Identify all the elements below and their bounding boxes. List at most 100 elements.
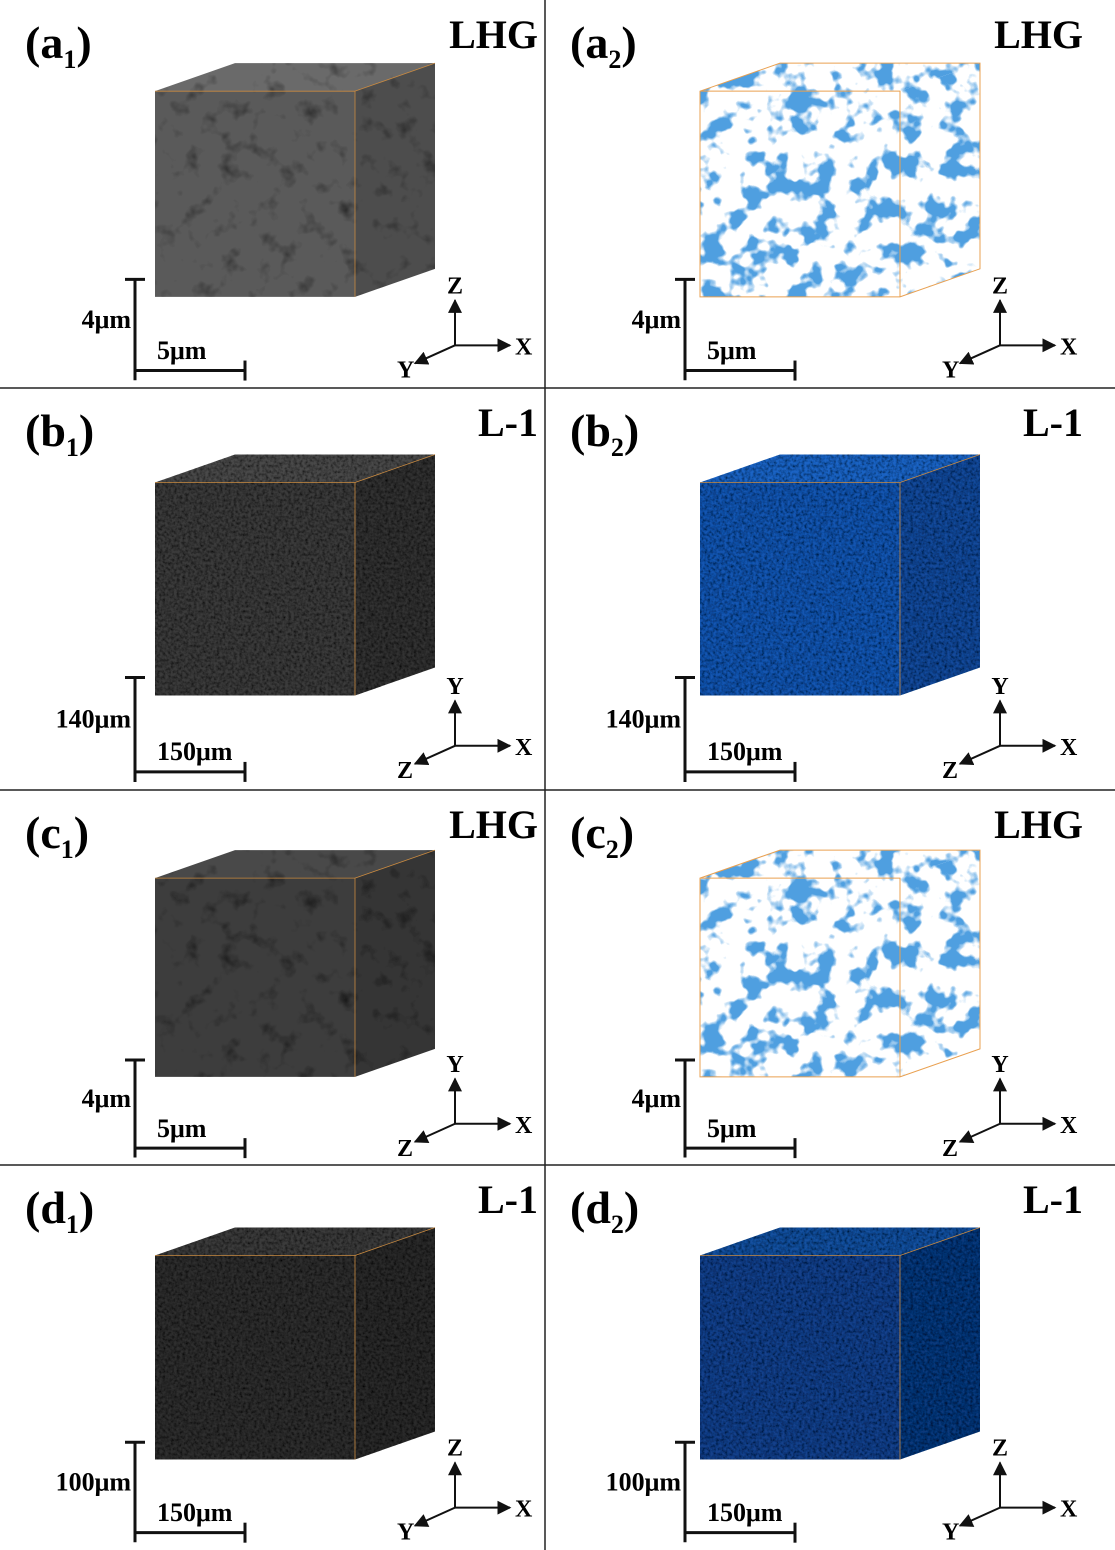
panel-label-letter: (a: [570, 17, 608, 68]
panel-label-close: ): [76, 17, 91, 68]
sample-name: L-1: [478, 400, 538, 445]
panel: (a2)LHG4μm5μmZXY: [570, 12, 1083, 383]
axis-label: Y: [942, 357, 959, 383]
panel-label-subscript: 1: [63, 45, 76, 74]
axis-label: X: [1060, 735, 1078, 761]
panel-label: (b1): [25, 405, 94, 462]
axis-label: Y: [446, 674, 463, 700]
panel-label-close: ): [619, 807, 634, 858]
panel-label: (a1): [25, 17, 92, 74]
cube-face: [700, 878, 900, 1077]
axis-label: X: [515, 334, 533, 360]
axis-label: Y: [446, 1052, 463, 1078]
cube-face: [355, 850, 435, 1077]
scale-label: 140μm: [56, 705, 132, 734]
cube-face: [155, 482, 355, 695]
scale-label: 5μm: [707, 1114, 757, 1143]
panel-label-subscript: 1: [66, 1210, 79, 1239]
panel: (c1)LHG4μm5μmYXZ: [25, 802, 538, 1162]
cube: [155, 1227, 435, 1459]
panel-label-letter: (b: [570, 405, 611, 456]
axis-arrow: [415, 345, 455, 363]
cube-face: [700, 482, 900, 695]
scale-label: 100μm: [56, 1467, 132, 1496]
cube: [155, 454, 435, 695]
panel: (b2) L-1 140μm 150μm Y X Z: [570, 400, 1083, 784]
scale-label: 150μm: [707, 1498, 783, 1527]
panel-label-close: ): [79, 405, 94, 456]
cube-face: [900, 850, 980, 1077]
axis-label: X: [515, 1113, 533, 1139]
panel-label-close: ): [621, 17, 636, 68]
axis-arrow: [960, 345, 1000, 363]
panel-label: (d1): [25, 1182, 94, 1239]
panel-label: (c2): [570, 807, 634, 864]
cube: [155, 850, 435, 1077]
sample-name: LHG: [449, 12, 538, 57]
scale-label: 4μm: [82, 1084, 132, 1113]
sample-name: LHG: [994, 12, 1083, 57]
scale-label: 4μm: [632, 1084, 682, 1113]
axis-label: Y: [397, 357, 414, 383]
cube: [700, 63, 980, 297]
panel-label-subscript: 2: [606, 835, 619, 864]
panel-label-subscript: 2: [611, 1210, 624, 1239]
axis-label: Z: [397, 758, 413, 784]
axis-arrow: [960, 1508, 1000, 1526]
scale-label: 5μm: [707, 336, 757, 365]
scale-label: 150μm: [157, 737, 233, 766]
sample-name: L-1: [1023, 400, 1083, 445]
panel-label-subscript: 2: [611, 433, 624, 462]
cube: [700, 1227, 980, 1459]
axis-label: Z: [992, 273, 1008, 299]
figure: (a1)LHG4μm5μmZXY(a2)LHG4μm5μmZXY(b1)L-11…: [0, 0, 1115, 1550]
cube-face: [355, 1227, 435, 1459]
axis-label: Z: [992, 1436, 1008, 1462]
cube-face: [155, 91, 355, 297]
panel-label: (d2): [570, 1182, 639, 1239]
panel-label-close: ): [79, 1182, 94, 1233]
cube-face: [355, 63, 435, 297]
axis-label: Y: [942, 1520, 959, 1546]
scale-label: 4μm: [82, 305, 132, 334]
cube-face: [155, 1255, 355, 1459]
axis-label: Y: [991, 674, 1008, 700]
panel-label-close: ): [624, 405, 639, 456]
panel-label-letter: (d: [570, 1182, 611, 1233]
axis-label: X: [515, 735, 533, 761]
scale-label: 150μm: [157, 1498, 233, 1527]
panel-label-letter: (c: [570, 807, 606, 858]
cube-face: [900, 63, 980, 297]
panel-label-letter: (b: [25, 405, 66, 456]
cube: [700, 454, 980, 695]
scale-label: 100μm: [606, 1467, 682, 1496]
axis-arrow: [415, 746, 455, 764]
panel-label-close: ): [74, 807, 89, 858]
scale-label: 150μm: [707, 737, 783, 766]
axis-arrow: [960, 746, 1000, 764]
sample-name: L-1: [478, 1177, 538, 1222]
cube-face: [155, 878, 355, 1077]
axis-label: Z: [447, 273, 463, 299]
sample-name: L-1: [1023, 1177, 1083, 1222]
axis-label: Z: [942, 758, 958, 784]
panel-label: (b2): [570, 405, 639, 462]
sample-name: LHG: [994, 802, 1083, 847]
scale-label: 5μm: [157, 1114, 207, 1143]
axis-label: Z: [397, 1136, 413, 1162]
axis-arrow: [415, 1508, 455, 1526]
axis-label: Y: [991, 1052, 1008, 1078]
scale-label: 5μm: [157, 336, 207, 365]
cube-face: [700, 1255, 900, 1459]
panel: (b1) L-1 140μm 150μm Y X Z: [25, 400, 538, 784]
axis-label: Z: [447, 1436, 463, 1462]
cube-face: [900, 1227, 980, 1459]
scale-label: 140μm: [606, 705, 682, 734]
cube-face: [700, 91, 900, 297]
cube-face: [355, 454, 435, 695]
panel-label-letter: (d: [25, 1182, 66, 1233]
axis-label: X: [1060, 334, 1078, 360]
axis-label: X: [1060, 1497, 1078, 1523]
